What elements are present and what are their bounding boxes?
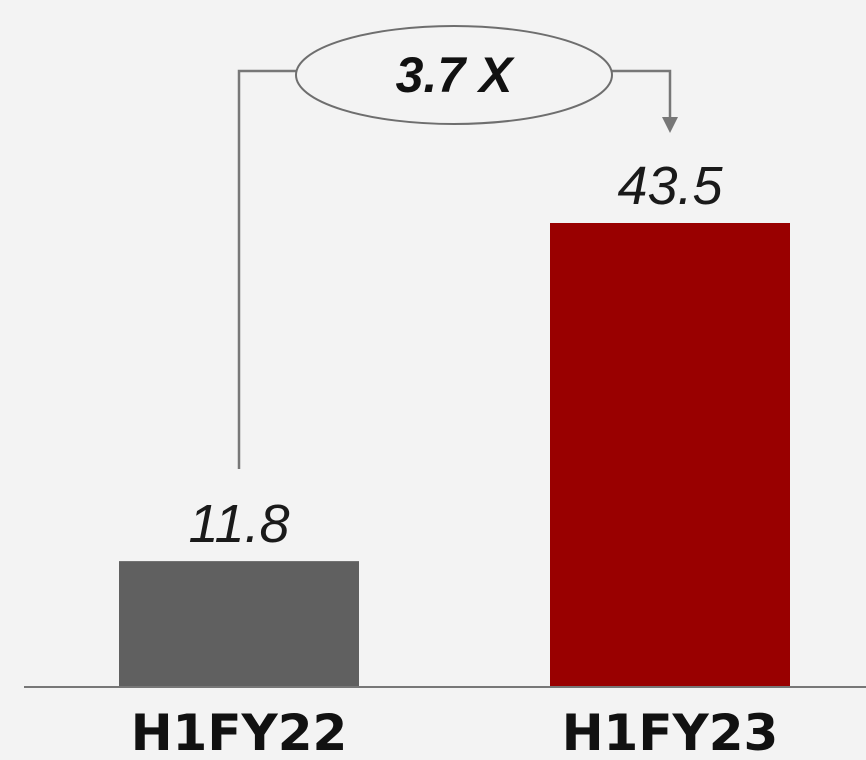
growth-callout: 3.7 X (237, 25, 678, 469)
category-labels-layer: H1FY22 H1FY23 (131, 704, 779, 760)
callout-ellipse (295, 25, 613, 125)
bar-h1fy23 (550, 223, 790, 687)
value-label-h1fy22: 11.8 (188, 494, 289, 554)
value-label-h1fy23: 43.5 (617, 156, 723, 216)
callout-label: 3.7 X (396, 47, 515, 103)
bars-layer (119, 223, 790, 687)
category-label-h1fy22: H1FY22 (131, 704, 348, 760)
arrow-down-icon (662, 117, 678, 133)
value-labels-layer: 11.8 43.5 (188, 156, 723, 554)
category-label-h1fy23: H1FY23 (562, 704, 779, 760)
connector-right (610, 69, 672, 118)
bar-h1fy22 (119, 561, 359, 687)
connector-left (237, 69, 298, 469)
